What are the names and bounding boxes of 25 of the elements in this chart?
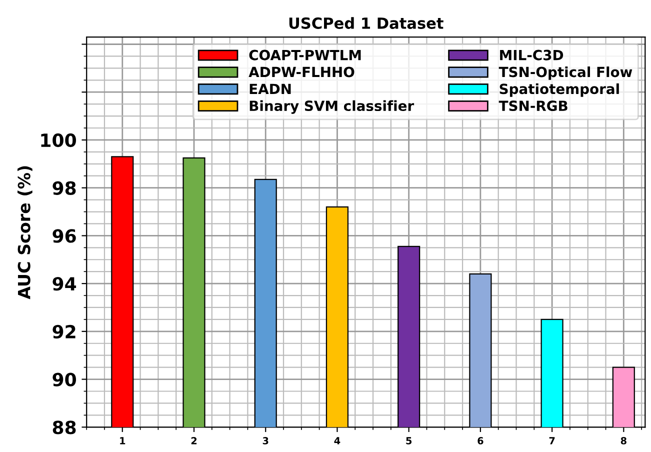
x-tick-label: 5: [406, 437, 412, 444]
x-tick-label: 2: [191, 437, 197, 444]
y-tick-label: 100: [41, 133, 76, 148]
legend-label: ADPW-FLHHO: [248, 66, 354, 78]
y-tick-label: 94: [52, 277, 76, 291]
legend-label: EADN: [250, 84, 291, 94]
legend-label: TSN-Optical Flow: [498, 66, 632, 80]
y-tick-label: 90: [52, 372, 76, 386]
x-tick-label: 3: [262, 437, 268, 444]
y-axis-title: AUC Score (%): [18, 166, 32, 300]
x-tick-label: 1: [120, 437, 126, 444]
x-tick-label: 7: [549, 437, 555, 444]
x-tick-label: 4: [334, 437, 340, 444]
x-tick-label: 6: [478, 437, 484, 444]
y-tick-label: 92: [52, 324, 76, 339]
chart-title: USCPed 1 Dataset: [289, 17, 444, 29]
y-tick-label: 88: [52, 420, 76, 434]
y-tick-label: 96: [52, 229, 76, 243]
x-tick-label: 8: [620, 437, 626, 444]
legend-label: MIL-C3D: [500, 50, 564, 60]
legend-label: Spatiotemporal: [500, 83, 619, 97]
y-tick-label: 98: [52, 181, 76, 195]
legend-label: TSN-RGB: [498, 100, 568, 112]
legend-label: COAPT-PWTLM: [249, 50, 361, 60]
legend-label: Binary SVM classifier: [250, 100, 414, 114]
